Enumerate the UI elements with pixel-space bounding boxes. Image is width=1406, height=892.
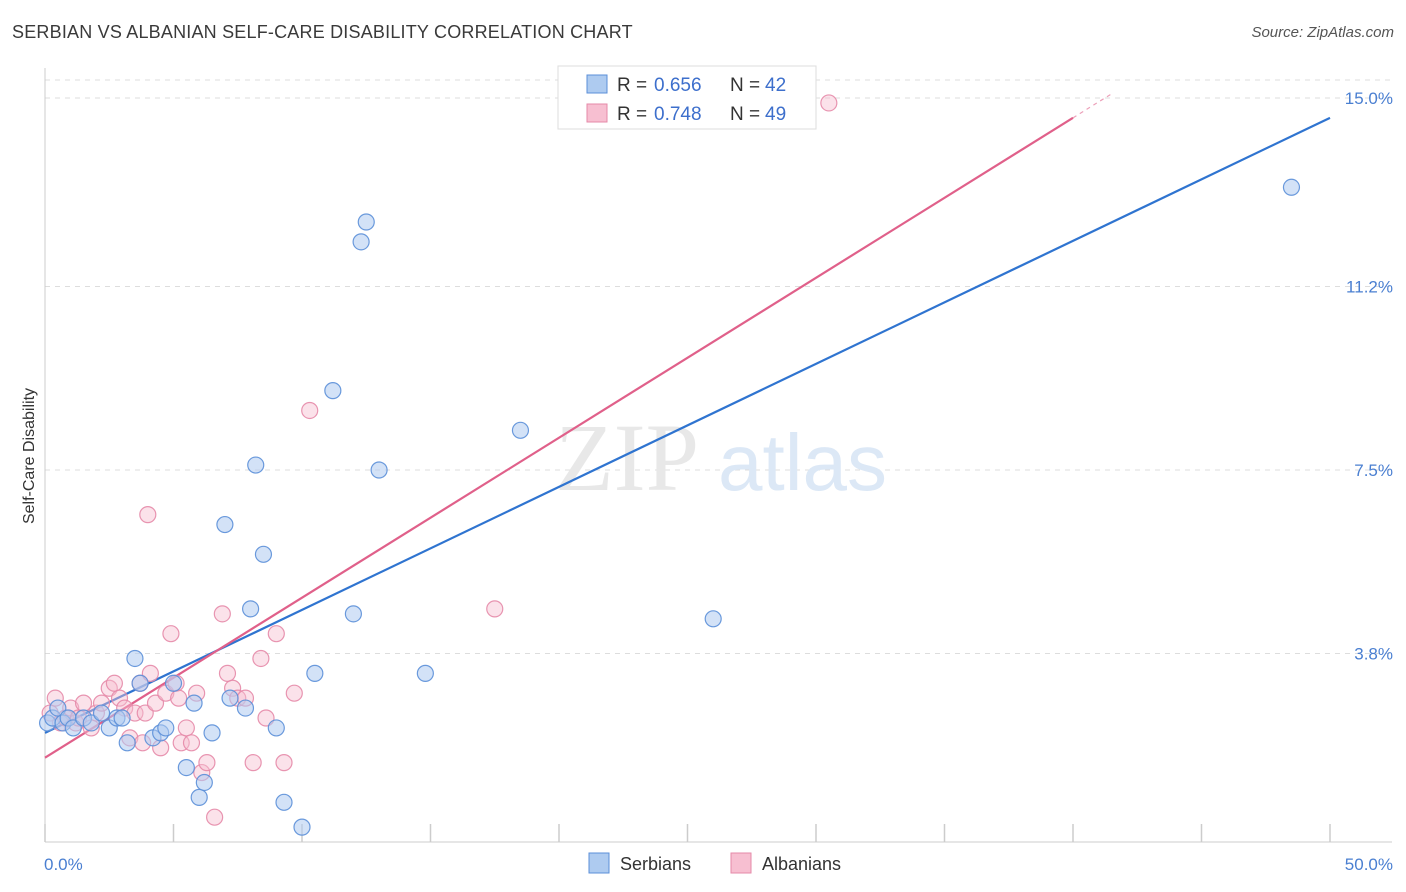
albanian-point [141,664,159,682]
albanian-point [136,704,154,722]
y-axis-title: Self-Care Disability [21,388,38,524]
albanian-point [198,754,216,772]
serbian-point [352,233,370,251]
source-label: Source: ZipAtlas.com [1251,24,1394,41]
serbian-point [236,699,255,717]
serbian-point [82,714,100,732]
serbian-point [190,788,208,806]
albanian-point [110,689,129,707]
albanian-point [170,689,188,707]
legend-r-value-serbians: 0.656 [654,75,702,96]
data-points [38,94,1301,836]
serbian-point [242,600,260,618]
serbian-point [216,515,234,534]
serbian-point [131,674,149,692]
serbian-point [247,456,265,474]
serbian-point [511,421,530,439]
bottom-legend-label-serbians: Serbians [620,854,691,874]
serbian-point [704,610,722,628]
watermark: ZIP atlas [555,404,887,511]
y-tick-label: 15.0% [1345,89,1393,108]
albanian-point [301,401,319,420]
legend-n-label-serbians: N = [730,75,760,96]
legend-swatch-serbians [586,74,608,94]
serbian-point [221,689,239,707]
bottom-legend-label-albanians: Albanians [762,854,841,874]
serbian-point [416,664,434,682]
serbian-point [64,719,82,737]
watermark-zip: ZIP [555,404,699,511]
serbian-point [370,461,388,479]
albanian-point [820,94,838,112]
serbians-trend-line [44,116,1331,734]
serbian-point [254,545,273,563]
legend-swatch-albanians [586,103,608,123]
serbian-point [195,773,213,792]
albanian-point [275,754,293,772]
x-tick-label-end: 50.0% [1345,855,1393,874]
serbian-point [164,674,183,692]
albanian-point [257,709,275,727]
y-tick-label: 11.2% [1346,277,1393,296]
legend-n-value-serbians: 42 [765,75,786,96]
legend-r-label-albanians: R = [617,104,647,125]
legend: R = 0.656 N = 42 R = 0.748 N = 49 [557,65,817,130]
serbian-point [1282,178,1301,196]
serbian-point [344,605,362,623]
albanian-point [252,649,270,668]
legend-n-value-albanians: 49 [765,104,786,125]
tick-labels: 3.8% 7.5% 11.2% 15.0% 0.0% 50.0% [44,89,1393,874]
legend-r-value-albanians: 0.748 [654,104,702,125]
legend-n-label-albanians: N = [730,104,760,125]
serbian-point [113,709,131,727]
chart-title: SERBIAN VS ALBANIAN SELF-CARE DISABILITY… [12,22,633,42]
albanian-point [182,734,201,752]
serbian-point [324,382,342,400]
y-tick-label: 3.8% [1354,645,1393,664]
serbian-point [92,704,111,722]
albanian-point [100,679,118,697]
bottom-legend-swatch-albanians [730,852,752,874]
albanian-point [206,808,224,826]
serbian-point [293,818,311,836]
albanian-point [139,506,157,524]
serbian-point [126,649,144,668]
albanians-trend-extension [1072,93,1112,119]
serbian-point [203,724,221,742]
serbian-point [357,213,375,231]
serbian-point [275,793,293,811]
y-tick-label: 7.5% [1354,461,1393,480]
grid-lines [45,79,1392,655]
bottom-legend: Serbians Albanians [588,852,841,874]
serbian-point [185,694,203,712]
albanian-point [162,625,180,643]
serbian-point [306,664,324,682]
serbian-point [118,734,136,752]
albanian-point [244,754,262,772]
legend-r-label-serbians: R = [617,75,647,96]
albanian-point [105,674,123,692]
albanians-trend-line [44,116,1074,759]
bottom-legend-swatch-serbians [588,852,610,874]
x-tick-label-start: 0.0% [44,855,83,874]
watermark-atlas: atlas [718,418,887,507]
albanian-point [285,684,303,702]
albanian-point [486,600,504,618]
albanian-point [146,694,165,712]
albanian-point [218,664,237,682]
albanian-point [213,605,231,623]
albanian-point [177,719,195,737]
serbian-point [157,719,175,737]
serbian-point [267,719,285,737]
trend-lines [44,93,1331,759]
serbian-point [177,758,195,777]
albanian-point [267,625,285,643]
